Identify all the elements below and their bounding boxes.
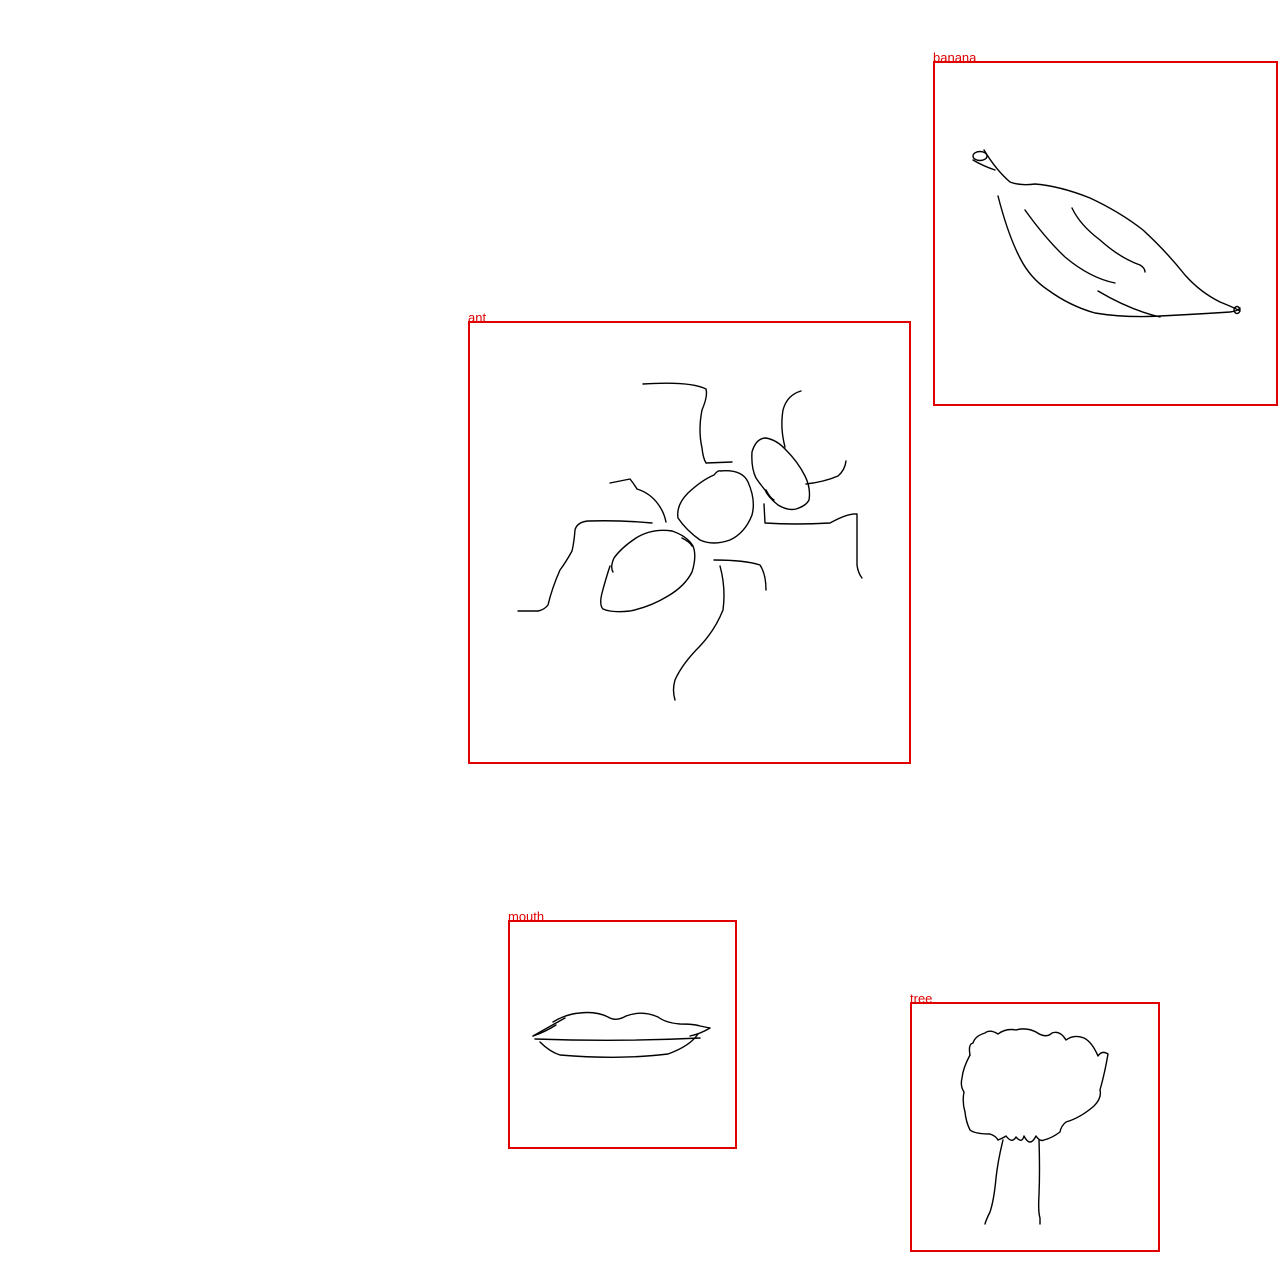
box-label-tree: tree — [910, 991, 933, 1006]
ant-sketch — [517, 382, 863, 701]
box-label-mouth: mouth — [508, 909, 545, 924]
bounding-box-banana — [933, 61, 1278, 406]
box-label-banana: banana — [933, 50, 977, 65]
banana-sketch — [972, 149, 1241, 318]
box-label-ant: ant — [468, 310, 487, 325]
bounding-box-mouth — [508, 920, 737, 1149]
tree-sketch — [960, 1028, 1109, 1225]
bounding-box-tree — [910, 1002, 1160, 1252]
bounding-box-ant — [468, 321, 911, 764]
mouth-sketch — [532, 1011, 711, 1058]
